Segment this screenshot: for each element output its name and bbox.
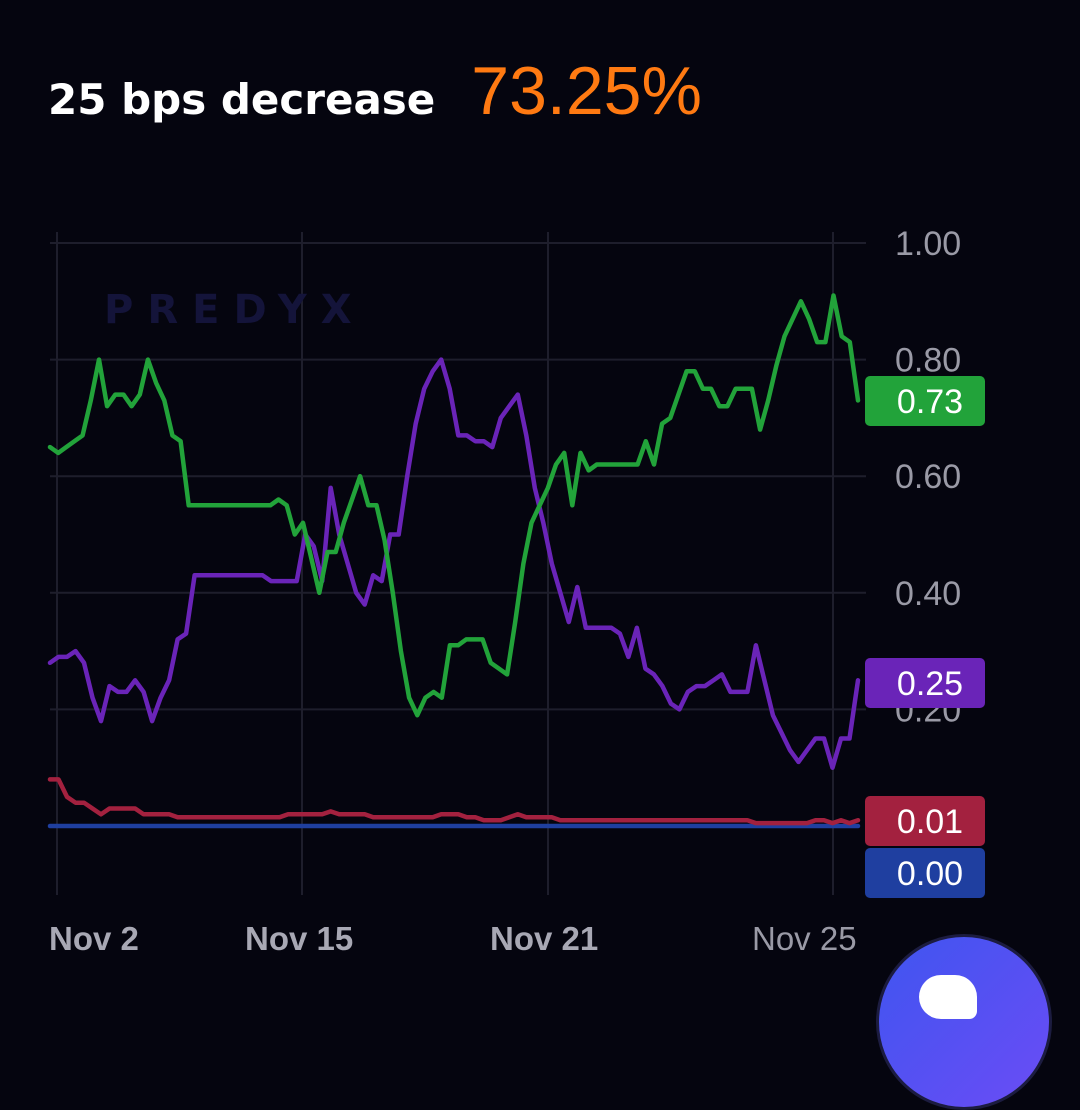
- end-value-badge: [865, 658, 985, 708]
- end-value-label: 0.25: [897, 665, 963, 703]
- outcome-probability: 73.25%: [471, 53, 702, 129]
- series-line-0: [47, 293, 861, 718]
- series-line-1: [47, 357, 861, 770]
- x-tick-label: Nov 2: [49, 920, 139, 957]
- y-tick-label: 1.00: [895, 225, 961, 263]
- end-value-badge: [865, 848, 985, 898]
- x-tick-label: Nov 25: [752, 920, 857, 957]
- chart-header: 25 bps decrease 73.25%: [48, 52, 702, 130]
- outcome-label: 25 bps decrease: [48, 75, 436, 124]
- end-value-label: 0.73: [897, 383, 963, 421]
- x-tick-label: Nov 21: [490, 920, 598, 957]
- end-value-label: 0.01: [897, 803, 963, 841]
- end-value-badge: [865, 796, 985, 846]
- series-line-2: [47, 777, 861, 826]
- y-tick-label: 0.60: [895, 458, 961, 496]
- watermark-text: PREDYX: [104, 287, 366, 333]
- chat-button[interactable]: [876, 934, 1052, 1110]
- y-tick-label: 0.80: [895, 342, 961, 380]
- chat-bubble-icon: [919, 975, 977, 1019]
- x-tick-label: Nov 15: [245, 920, 353, 957]
- end-value-label: 0.00: [897, 855, 963, 893]
- y-tick-label: 0.40: [895, 575, 961, 613]
- end-value-badge: [865, 376, 985, 426]
